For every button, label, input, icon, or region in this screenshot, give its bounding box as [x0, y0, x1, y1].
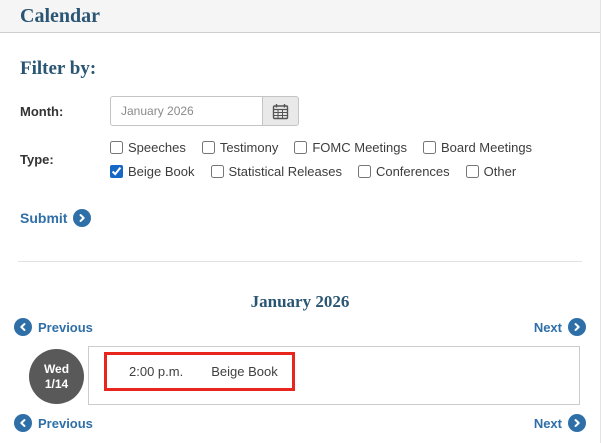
previous-button-bottom[interactable]: Previous	[14, 414, 93, 432]
checkbox-label: Other	[483, 164, 517, 179]
chevron-right-icon	[568, 414, 586, 432]
type-options-row-1: Speeches Testimony FOMC Meetings Board M…	[110, 140, 532, 155]
checkbox-label: Speeches	[128, 140, 186, 155]
highlight-box: 2:00 p.m. Beige Book	[104, 352, 295, 391]
type-options: Speeches Testimony FOMC Meetings Board M…	[110, 140, 532, 179]
checkbox-label: Conferences	[375, 164, 450, 179]
previous-button-top[interactable]: Previous	[14, 318, 93, 336]
checkbox-speeches-input[interactable]	[110, 141, 123, 154]
calendar-month-heading: January 2026	[250, 292, 350, 311]
previous-label: Previous	[38, 319, 93, 335]
calendar-nav-bottom: Previous Next	[14, 414, 586, 432]
event-row: Wed 1/14 2:00 p.m. Beige Book	[20, 346, 580, 405]
month-input-group	[110, 96, 299, 126]
submit-label: Submit	[20, 210, 68, 226]
type-options-row-2: Beige Book Statistical Releases Conferen…	[110, 164, 532, 179]
submit-button[interactable]: Submit	[20, 209, 92, 227]
month-filter-row: Month:	[20, 96, 580, 126]
month-label: Month:	[20, 103, 64, 119]
event-day-badge: Wed 1/14	[29, 349, 84, 404]
checkbox-label: Board Meetings	[441, 140, 533, 155]
calendar-page-content: Filter by: Month:	[0, 58, 600, 432]
checkbox-board-meetings[interactable]: Board Meetings	[423, 140, 532, 155]
checkbox-other[interactable]: Other	[465, 164, 517, 179]
event-title[interactable]: Beige Book	[211, 364, 278, 379]
checkbox-speeches[interactable]: Speeches	[110, 140, 186, 155]
checkbox-fomc-meetings[interactable]: FOMC Meetings	[294, 140, 407, 155]
checkbox-beige-book-input[interactable]	[110, 165, 123, 178]
next-button-top[interactable]: Next	[534, 318, 586, 336]
checkbox-label: Testimony	[219, 140, 279, 155]
checkbox-conferences-input[interactable]	[357, 165, 371, 178]
checkbox-board-meetings-input[interactable]	[423, 141, 436, 154]
chevron-left-icon	[14, 414, 32, 432]
checkbox-label: FOMC Meetings	[312, 140, 407, 155]
checkbox-label: Beige Book	[128, 164, 195, 179]
previous-label: Previous	[38, 415, 93, 431]
type-filter-row: Type: Speeches Testimony FOMC Meetings B…	[20, 140, 580, 179]
event-date: 1/14	[44, 376, 69, 391]
chevron-right-icon	[73, 209, 92, 227]
type-label: Type:	[20, 152, 54, 167]
calendar-icon	[272, 103, 289, 120]
checkbox-testimony[interactable]: Testimony	[201, 140, 279, 155]
page-header: Calendar	[0, 0, 600, 33]
checkbox-statistical-releases-input[interactable]	[210, 165, 224, 178]
chevron-right-icon	[568, 318, 586, 336]
calendar-picker-button[interactable]	[262, 96, 299, 126]
checkbox-other-input[interactable]	[465, 165, 479, 178]
event-time: 2:00 p.m.	[129, 364, 184, 379]
event-box: 2:00 p.m. Beige Book	[88, 346, 580, 405]
checkbox-testimony-input[interactable]	[201, 141, 215, 154]
next-button-bottom[interactable]: Next	[534, 414, 586, 432]
month-input[interactable]	[110, 96, 262, 126]
section-divider	[18, 261, 582, 262]
next-label: Next	[533, 415, 562, 431]
event-day-abbr: Wed	[43, 361, 70, 376]
calendar-nav-top: Previous Next	[14, 318, 586, 336]
checkbox-beige-book[interactable]: Beige Book	[110, 164, 195, 179]
page-title: Calendar	[20, 4, 100, 27]
filter-heading: Filter by:	[20, 58, 97, 79]
checkbox-label: Statistical Releases	[228, 164, 342, 179]
checkbox-conferences[interactable]: Conferences	[357, 164, 450, 179]
checkbox-statistical-releases[interactable]: Statistical Releases	[210, 164, 342, 179]
chevron-left-icon	[14, 318, 32, 336]
next-label: Next	[533, 319, 562, 335]
checkbox-fomc-meetings-input[interactable]	[294, 141, 308, 154]
